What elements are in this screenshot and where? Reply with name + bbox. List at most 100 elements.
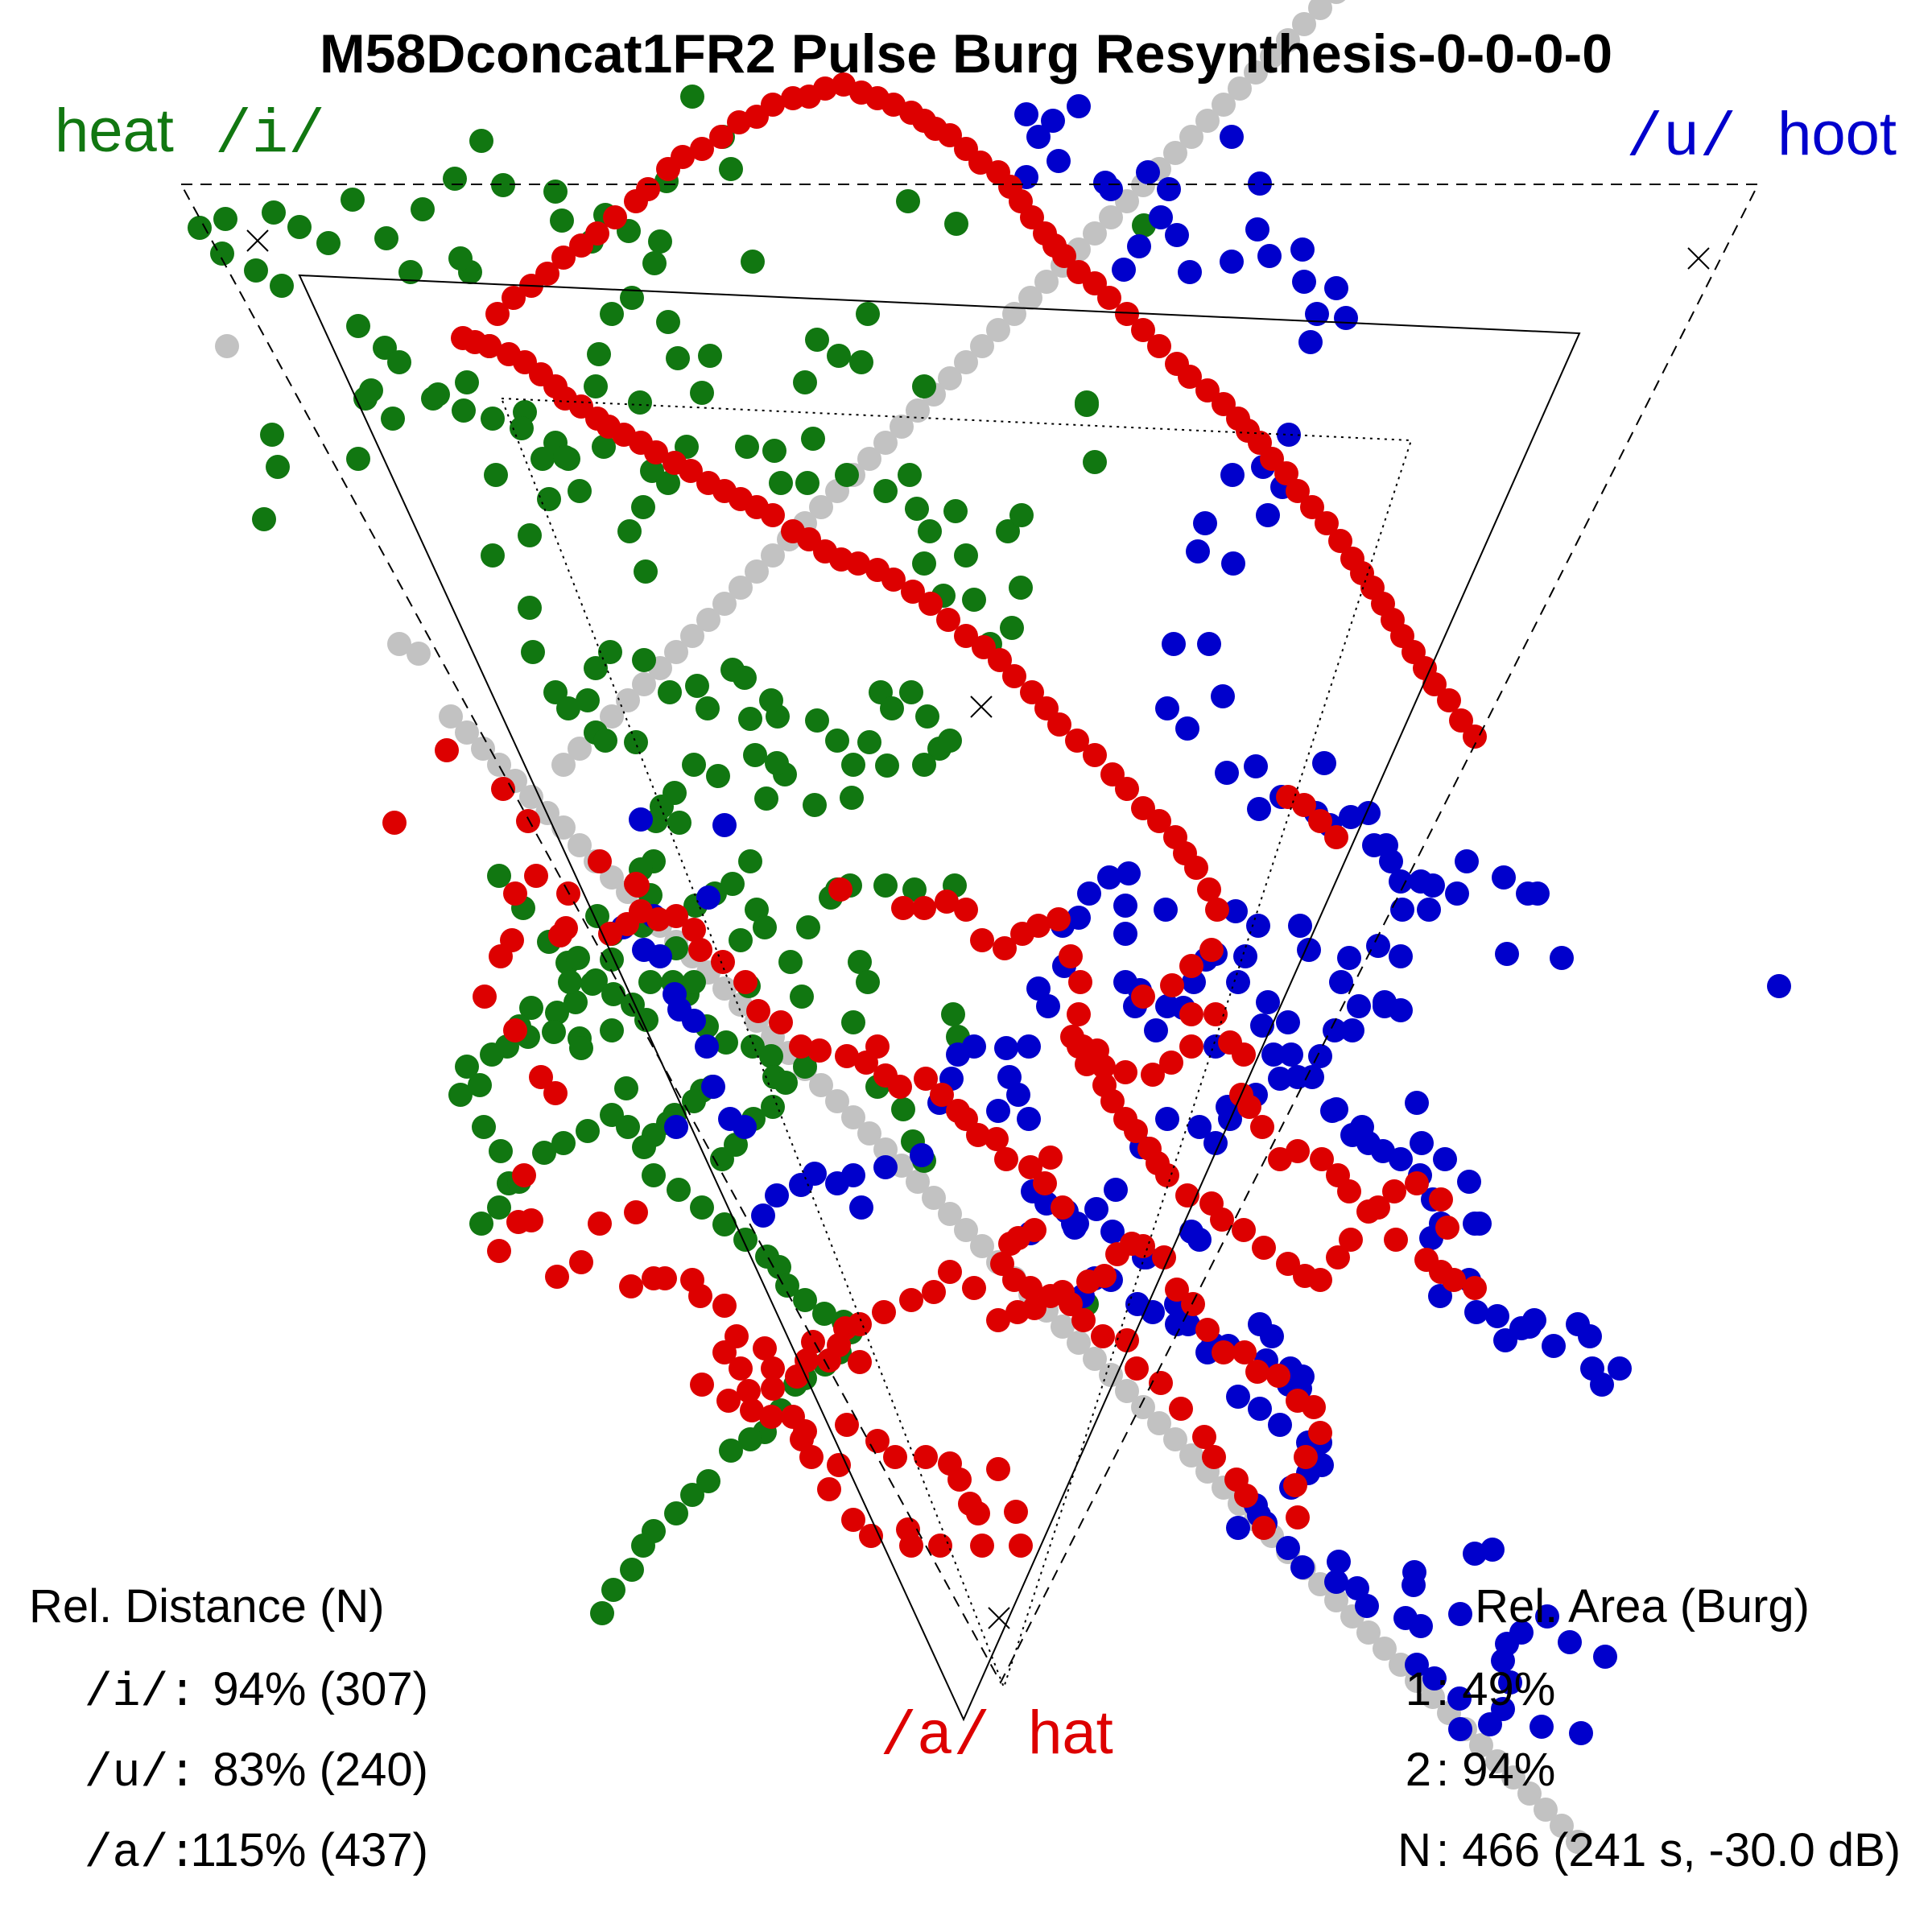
data-point <box>1163 1427 1187 1451</box>
data-point <box>1059 1292 1083 1316</box>
data-point <box>767 1255 791 1279</box>
data-point <box>1226 970 1250 994</box>
data-point <box>848 1350 872 1374</box>
data-point <box>685 674 709 698</box>
data-point <box>1179 1443 1203 1468</box>
triangle-solid <box>298 274 1581 1722</box>
data-point <box>873 479 898 503</box>
data-point <box>1522 1308 1546 1332</box>
data-point <box>1276 1536 1300 1560</box>
data-point <box>443 167 467 191</box>
data-point <box>1492 865 1516 890</box>
data-point <box>1276 1010 1300 1034</box>
data-point <box>566 946 590 970</box>
data-point <box>1312 751 1336 775</box>
data-point <box>841 1508 865 1532</box>
data-point <box>746 999 770 1023</box>
data-point <box>901 580 925 604</box>
data-point <box>997 1065 1022 1089</box>
data-point <box>666 346 690 370</box>
data-point <box>435 738 459 762</box>
data-point <box>1215 761 1239 785</box>
data-point <box>688 938 712 962</box>
data-point <box>1002 664 1026 688</box>
data-point <box>1340 1018 1364 1042</box>
data-point <box>938 1202 962 1226</box>
data-point <box>790 985 814 1009</box>
data-point <box>1300 1065 1324 1089</box>
data-point <box>628 390 652 415</box>
data-point <box>857 447 881 471</box>
data-point <box>711 950 735 974</box>
data-point <box>519 1208 543 1232</box>
data-point <box>664 1501 688 1525</box>
data-point <box>1163 141 1187 165</box>
data-point <box>1429 1187 1453 1212</box>
data-point <box>781 519 805 543</box>
data-point <box>1199 1191 1224 1216</box>
data-point <box>743 743 767 767</box>
data-point <box>1026 976 1051 1001</box>
data-point <box>1448 1602 1472 1626</box>
data-point <box>600 1018 624 1042</box>
data-point <box>624 1200 648 1224</box>
data-point <box>1590 1373 1614 1397</box>
data-point <box>1165 223 1189 247</box>
data-point <box>619 1274 643 1298</box>
data-point <box>614 1076 638 1100</box>
data-point <box>624 872 648 896</box>
data-point <box>471 737 495 761</box>
data-point <box>1059 944 1083 968</box>
data-point <box>631 1534 655 1558</box>
data-point <box>1220 125 1244 149</box>
data-point <box>1530 1715 1554 1739</box>
data-point <box>1345 1576 1369 1600</box>
data-point <box>1390 898 1414 922</box>
data-point <box>542 1020 566 1044</box>
data-point <box>1245 217 1269 242</box>
data-point <box>1155 1107 1179 1131</box>
data-point <box>1389 944 1413 968</box>
data-point <box>576 688 600 712</box>
data-point <box>954 898 978 922</box>
data-point <box>617 519 642 543</box>
data-point <box>341 188 365 212</box>
data-point <box>1149 205 1173 229</box>
data-point <box>1339 1228 1363 1252</box>
data-point <box>629 899 653 923</box>
data-point <box>690 137 714 161</box>
data-point <box>719 1439 743 1463</box>
data-point <box>664 640 688 664</box>
data-point <box>387 350 411 374</box>
data-point <box>1147 1411 1171 1435</box>
data-point <box>1131 796 1155 820</box>
data-point <box>990 1252 1014 1276</box>
data-point <box>1009 1534 1033 1558</box>
data-point <box>1205 898 1229 922</box>
data-point <box>620 286 644 310</box>
data-point <box>592 435 616 459</box>
data-point <box>1355 1594 1379 1618</box>
data-point <box>569 1250 593 1274</box>
data-point <box>781 1405 805 1429</box>
data-point <box>407 642 431 666</box>
data-point <box>584 968 608 993</box>
data-point <box>1277 423 1301 447</box>
data-point <box>1026 125 1051 149</box>
data-point <box>1256 990 1280 1014</box>
cross-marker <box>246 229 269 252</box>
cross-marker <box>1687 247 1710 270</box>
data-point <box>481 543 505 568</box>
data-point <box>1389 1147 1413 1171</box>
data-point <box>1409 1614 1433 1638</box>
data-point <box>753 915 777 939</box>
rel-area-title: Rel. Area (Burg) <box>1475 1580 1810 1633</box>
data-point <box>1501 1765 1525 1790</box>
data-point <box>795 471 819 495</box>
data-point <box>1155 696 1179 720</box>
data-point <box>1422 1666 1447 1690</box>
data-point <box>966 1501 990 1525</box>
data-point <box>712 1294 737 1318</box>
data-point <box>1550 1814 1574 1838</box>
data-point <box>1099 1363 1123 1387</box>
